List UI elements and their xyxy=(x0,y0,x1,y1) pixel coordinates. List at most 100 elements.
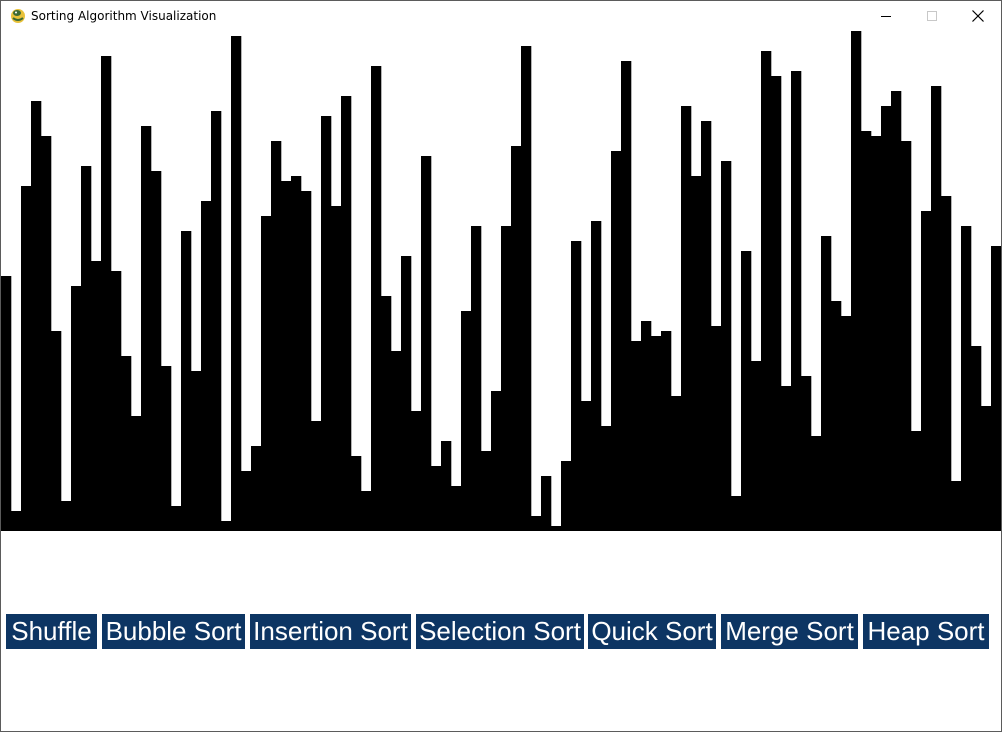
bar-46 xyxy=(461,311,472,531)
bar-15 xyxy=(151,171,162,531)
algorithm-toolbar: Shuffle Bubble Sort Insertion Sort Selec… xyxy=(1,614,1001,649)
bar-76 xyxy=(761,51,772,531)
bar-62 xyxy=(621,61,632,531)
python-snake-icon xyxy=(10,8,26,24)
title-bar[interactable]: Sorting Algorithm Visualization xyxy=(1,1,1001,31)
bar-22 xyxy=(221,521,232,531)
bar-44 xyxy=(441,441,452,531)
bar-66 xyxy=(661,331,672,531)
bar-6 xyxy=(61,501,72,531)
bar-16 xyxy=(161,366,172,531)
bar-91 xyxy=(911,431,922,531)
bar-60 xyxy=(601,426,612,531)
close-icon xyxy=(972,10,984,22)
bar-3 xyxy=(31,101,42,531)
bar-41 xyxy=(411,411,422,531)
bar-96 xyxy=(961,226,972,531)
bar-20 xyxy=(201,201,212,531)
bubble-sort-button[interactable]: Bubble Sort xyxy=(102,614,245,649)
bar-99 xyxy=(991,246,1001,531)
bar-86 xyxy=(861,131,872,531)
bar-57 xyxy=(571,241,582,531)
bar-88 xyxy=(881,106,892,531)
quick-sort-button[interactable]: Quick Sort xyxy=(588,614,716,649)
bar-69 xyxy=(691,176,702,531)
minimize-button[interactable] xyxy=(863,1,909,31)
bar-95 xyxy=(951,481,962,531)
bar-58 xyxy=(581,401,592,531)
bar-50 xyxy=(501,226,512,531)
bar-82 xyxy=(821,236,832,531)
bar-79 xyxy=(791,71,802,531)
bar-23 xyxy=(231,36,242,531)
bar-17 xyxy=(171,506,182,531)
window-title: Sorting Algorithm Visualization xyxy=(31,9,217,23)
bar-canvas xyxy=(1,31,1001,531)
bar-90 xyxy=(901,141,912,531)
bar-71 xyxy=(711,326,722,531)
bar-7 xyxy=(71,286,82,531)
bar-19 xyxy=(191,371,202,531)
bar-25 xyxy=(251,446,262,531)
bar-64 xyxy=(641,321,652,531)
bar-61 xyxy=(611,151,622,531)
selection-sort-button[interactable]: Selection Sort xyxy=(416,614,584,649)
bar-5 xyxy=(51,331,62,531)
heap-sort-button[interactable]: Heap Sort xyxy=(863,614,989,649)
merge-sort-button[interactable]: Merge Sort xyxy=(721,614,858,649)
bar-2 xyxy=(21,186,32,531)
bar-98 xyxy=(981,406,992,531)
bar-43 xyxy=(431,466,442,531)
bar-9 xyxy=(91,261,102,531)
bar-39 xyxy=(391,351,402,531)
bar-28 xyxy=(281,181,292,531)
bar-45 xyxy=(451,486,462,531)
bar-8 xyxy=(81,166,92,531)
bar-37 xyxy=(371,66,382,531)
bar-21 xyxy=(211,111,222,531)
bar-80 xyxy=(801,376,812,531)
bar-10 xyxy=(101,56,112,531)
maximize-icon xyxy=(927,11,937,21)
bar-85 xyxy=(851,31,862,531)
bar-55 xyxy=(551,526,562,531)
bar-68 xyxy=(681,106,692,531)
bar-47 xyxy=(471,226,482,531)
bar-29 xyxy=(291,176,302,531)
maximize-button[interactable] xyxy=(909,1,955,31)
insertion-sort-button[interactable]: Insertion Sort xyxy=(250,614,411,649)
bars-svg xyxy=(1,31,1001,531)
bar-78 xyxy=(781,386,792,531)
bar-93 xyxy=(931,86,942,531)
bar-18 xyxy=(181,231,192,531)
bar-4 xyxy=(41,136,52,531)
bar-94 xyxy=(941,196,952,531)
bar-59 xyxy=(591,221,602,531)
bar-75 xyxy=(751,361,762,531)
bar-53 xyxy=(531,516,542,531)
bar-51 xyxy=(511,146,522,531)
bar-12 xyxy=(121,356,132,531)
close-button[interactable] xyxy=(955,1,1001,31)
minimize-icon xyxy=(881,16,891,17)
bar-72 xyxy=(721,161,732,531)
bar-1 xyxy=(11,511,22,531)
bar-63 xyxy=(631,341,642,531)
bar-33 xyxy=(331,206,342,531)
bar-0 xyxy=(1,276,12,531)
bar-40 xyxy=(401,256,412,531)
shuffle-button[interactable]: Shuffle xyxy=(6,614,97,649)
bar-11 xyxy=(111,271,122,531)
bar-36 xyxy=(361,491,372,531)
bar-14 xyxy=(141,126,152,531)
bar-84 xyxy=(841,316,852,531)
bar-27 xyxy=(271,141,282,531)
bar-74 xyxy=(741,251,752,531)
bar-81 xyxy=(811,436,822,531)
bar-26 xyxy=(261,216,272,531)
bar-42 xyxy=(421,156,432,531)
bar-89 xyxy=(891,91,902,531)
bar-56 xyxy=(561,461,572,531)
bar-38 xyxy=(381,296,392,531)
